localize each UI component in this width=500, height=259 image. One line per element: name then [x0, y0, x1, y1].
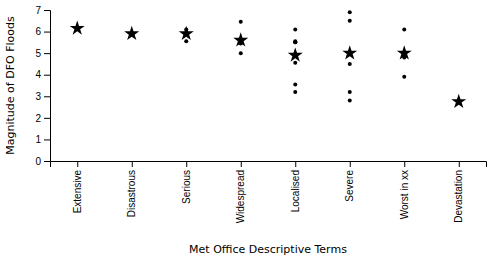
y-tick: 0 — [35, 156, 50, 167]
dot-point — [348, 90, 352, 94]
dot-point — [293, 27, 297, 31]
y-tick-label: 7 — [35, 5, 41, 16]
y-tick: 3 — [35, 91, 50, 102]
dot-point — [239, 51, 243, 55]
x-tick: Serious — [181, 161, 192, 204]
x-tick-label: Disastrous — [126, 170, 137, 217]
y-tick: 7 — [35, 5, 50, 16]
y-axis: 0 1 2 3 4 5 6 7 — [35, 5, 50, 167]
star-point — [70, 20, 85, 34]
x-tick-label: Extensive — [72, 170, 83, 214]
plot: 0 1 2 3 4 5 6 7 Extensive Disastrous Serious Widesp… — [35, 5, 486, 224]
y-tick: 5 — [35, 48, 50, 59]
x-axis-line — [51, 162, 487, 168]
x-tick-mark — [186, 161, 187, 167]
dot-point — [348, 99, 352, 103]
y-tick-label: 1 — [35, 134, 41, 145]
x-tick: Extensive — [72, 161, 83, 213]
y-tick-mark — [44, 75, 50, 76]
dot-point — [239, 20, 243, 24]
x-tick-label: Worst in xx — [399, 170, 410, 219]
x-axis: Extensive Disastrous Serious Widespread Loca… — [51, 161, 487, 223]
series — [75, 10, 461, 104]
dot-point — [293, 40, 297, 44]
dot-point — [348, 10, 352, 14]
y-tick-label: 6 — [35, 26, 41, 37]
x-tick-mark — [295, 161, 296, 167]
chart: 0 1 2 3 4 5 6 7 Extensive Disastrous Serious Widesp… — [0, 0, 500, 259]
dot-point — [293, 90, 297, 94]
y-tick-mark — [44, 139, 50, 140]
dot-point — [402, 27, 406, 31]
dot-point — [184, 39, 188, 43]
x-tick-mark — [241, 161, 242, 167]
star-point — [124, 26, 139, 40]
x-tick-label: Severe — [344, 170, 355, 202]
y-tick-mark — [44, 118, 50, 119]
star-point — [397, 45, 412, 59]
x-tick-label: Widespread — [235, 170, 246, 223]
y-tick: 4 — [35, 69, 50, 80]
y-axis-line — [44, 11, 51, 162]
x-tick-mark — [77, 161, 78, 167]
series — [70, 20, 467, 108]
y-tick: 6 — [35, 26, 50, 37]
y-tick: 2 — [35, 113, 50, 124]
y-tick-mark — [44, 161, 50, 162]
y-tick-label: 2 — [35, 113, 41, 124]
star-point — [179, 26, 194, 40]
x-tick: Severe — [344, 161, 355, 202]
y-axis-title: Magnitude of DFO Floods — [4, 16, 17, 155]
star-point — [288, 47, 303, 61]
dot-point — [348, 19, 352, 23]
x-tick: Widespread — [235, 161, 246, 223]
star-point — [233, 32, 248, 46]
x-tick: Worst in xx — [399, 161, 410, 219]
dot-point — [402, 75, 406, 79]
dot-point — [293, 82, 297, 86]
x-tick: Disastrous — [126, 161, 137, 217]
dot-point — [293, 40, 297, 44]
y-tick: 1 — [35, 134, 50, 145]
y-tick-mark — [44, 32, 50, 33]
x-tick-mark — [404, 161, 405, 167]
x-tick: Devastation — [453, 161, 464, 223]
y-tick-label: 5 — [35, 48, 41, 59]
y-tick-label: 0 — [35, 156, 41, 167]
y-tick-label: 4 — [35, 69, 41, 80]
x-tick-mark — [350, 161, 351, 167]
marks — [70, 10, 467, 108]
x-tick-mark — [459, 161, 460, 167]
y-tick-mark — [44, 53, 50, 54]
y-tick-label: 3 — [35, 91, 41, 102]
x-tick: Localised — [290, 161, 301, 212]
x-tick-label: Devastation — [453, 170, 464, 223]
x-axis-title: Met Office Descriptive Terms — [189, 243, 347, 256]
y-tick-mark — [44, 10, 50, 11]
dot-point — [348, 62, 352, 66]
y-tick-mark — [44, 96, 50, 97]
x-tick-label: Serious — [181, 170, 192, 204]
star-point — [451, 94, 466, 108]
star-point — [342, 45, 357, 59]
x-tick-mark — [132, 161, 133, 167]
x-tick-label: Localised — [290, 170, 301, 212]
dot-point — [293, 61, 297, 65]
